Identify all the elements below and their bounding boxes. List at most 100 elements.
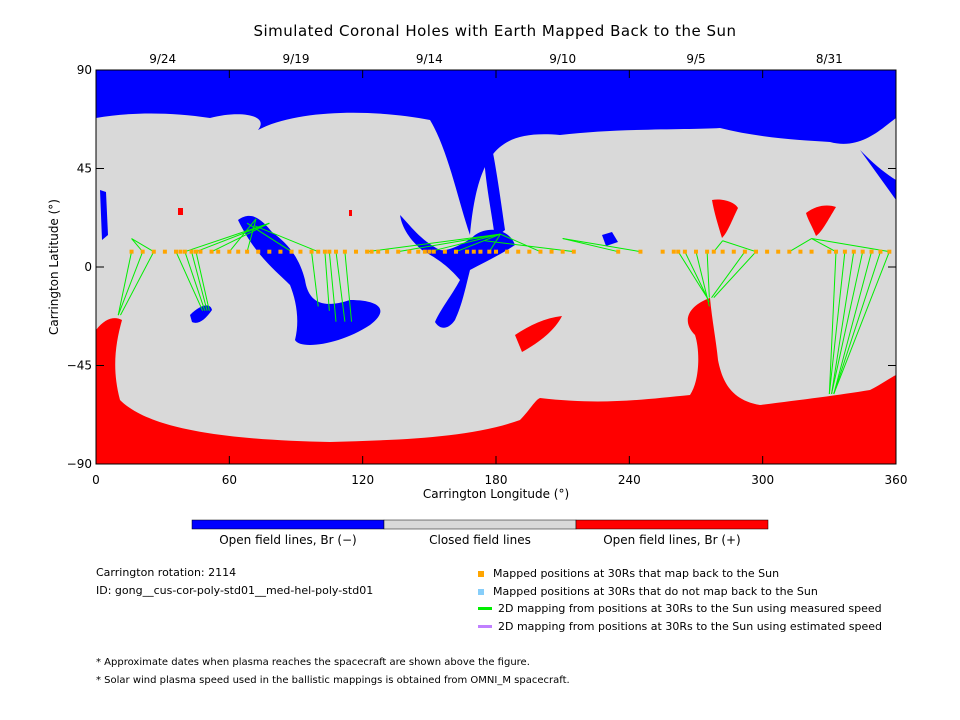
mapped-point [162,249,167,254]
mapping-line [344,251,353,322]
mapped-point [776,249,781,254]
mapped-point [754,249,758,254]
colorbar-label-closed: Closed field lines [429,533,531,547]
mapped-point [478,249,483,254]
x-tick-label: 0 [92,473,100,487]
mapping-line [228,218,257,252]
mapped-point [278,249,283,254]
mapping-line [455,233,501,253]
mapped-point [182,249,187,254]
mapped-point [465,249,470,254]
closed-field-region [96,112,896,464]
date-label: 9/14 [416,52,443,66]
colorbar-negative [191,519,385,530]
y-tick-label: 90 [77,63,92,77]
carrington-rotation: Carrington rotation: 2114 [96,566,237,579]
green-line-icon [478,607,492,610]
mapped-points [129,249,892,254]
mapped-point [798,249,803,254]
mapped-point [827,249,832,254]
mapped-point [178,249,183,254]
mapping-line [684,251,710,303]
open-positive-hole [178,208,183,215]
open-positive-hole [515,316,562,352]
mapped-point [354,249,358,254]
mapped-point [129,249,134,254]
mapped-point [365,249,370,254]
mapped-point [289,249,294,254]
mapping-line [335,251,346,322]
open-positive-hole [806,205,836,236]
mapped-point [505,249,510,254]
mapping-line [833,251,873,395]
mapped-point [309,249,314,254]
mapped-point [298,249,303,254]
mapped-point [834,249,838,254]
mapped-point [560,249,565,254]
mapping-line [246,218,257,252]
mapping-line [562,238,641,253]
mapped-point [471,249,476,254]
mapping-line [831,251,855,395]
mapping-line [398,233,501,253]
mapping-line [367,233,501,253]
mapped-point [527,249,532,254]
legend-label: 2D mapping from positions at 30Rs to the… [498,620,883,633]
mapping-line [833,251,890,395]
mapping-line [488,233,501,252]
x-tick-label: 120 [351,473,374,487]
mapped-point [194,249,198,254]
mapped-point [334,249,338,254]
mapping-line [713,251,757,298]
legend-label: Mapped positions at 30Rs that map back t… [493,567,780,580]
mapped-point [416,249,421,254]
mapped-point [878,249,883,254]
mapped-point [869,249,874,254]
mapping-line [562,238,619,253]
mapped-point [216,249,221,254]
mapped-point [267,249,272,254]
footnote-speed: * Solar wind plasma speed used in the ba… [96,675,570,686]
y-tick-label: 0 [84,260,92,274]
open-negative-hole [100,190,108,240]
mapped-point [442,249,447,254]
mapping-line [484,240,574,253]
mapped-point [431,249,436,254]
legend-item-mapped: Mapped positions at 30Rs that map back t… [478,567,779,580]
lightblue-square-icon [478,588,484,595]
mapping-line [117,251,133,316]
mapped-point [140,249,145,254]
mapped-point [616,249,621,254]
x-tick-label: 300 [751,473,774,487]
mapping-line [722,240,757,253]
mapped-point [427,249,432,254]
mapped-point [494,249,498,254]
axes: 0 60 120 180 240 300 360 90 45 0 −45 −90 9/24 9/19 9/1… [47,52,907,501]
mapped-point [376,249,381,254]
colorbar-label-negative: Open field lines, Br (−) [219,533,357,547]
open-negative-hole [400,215,515,328]
chart-title: Simulated Coronal Holes with Earth Mappe… [253,22,737,40]
mapped-point [731,249,736,254]
orange-square-icon [478,570,484,577]
mapping-line [789,238,812,253]
mapping-line [131,238,155,253]
open-positive-hole [712,199,738,238]
mapped-point [571,249,576,254]
colorbar-label-positive: Open field lines, Br (+) [603,533,741,547]
mapped-point [516,249,521,254]
date-label: 9/24 [149,52,176,66]
mapping-line [175,251,204,311]
mapping-line [195,222,270,253]
mapped-point [538,249,543,254]
mapped-point [851,249,856,254]
mapped-point [227,249,232,254]
mapped-point [694,249,698,254]
mapped-point [765,249,770,254]
colorbar-closed [383,519,577,530]
mapping-line [324,251,330,311]
mapped-point [860,249,865,254]
mapped-point [638,249,643,254]
open-negative-hole [238,215,381,345]
